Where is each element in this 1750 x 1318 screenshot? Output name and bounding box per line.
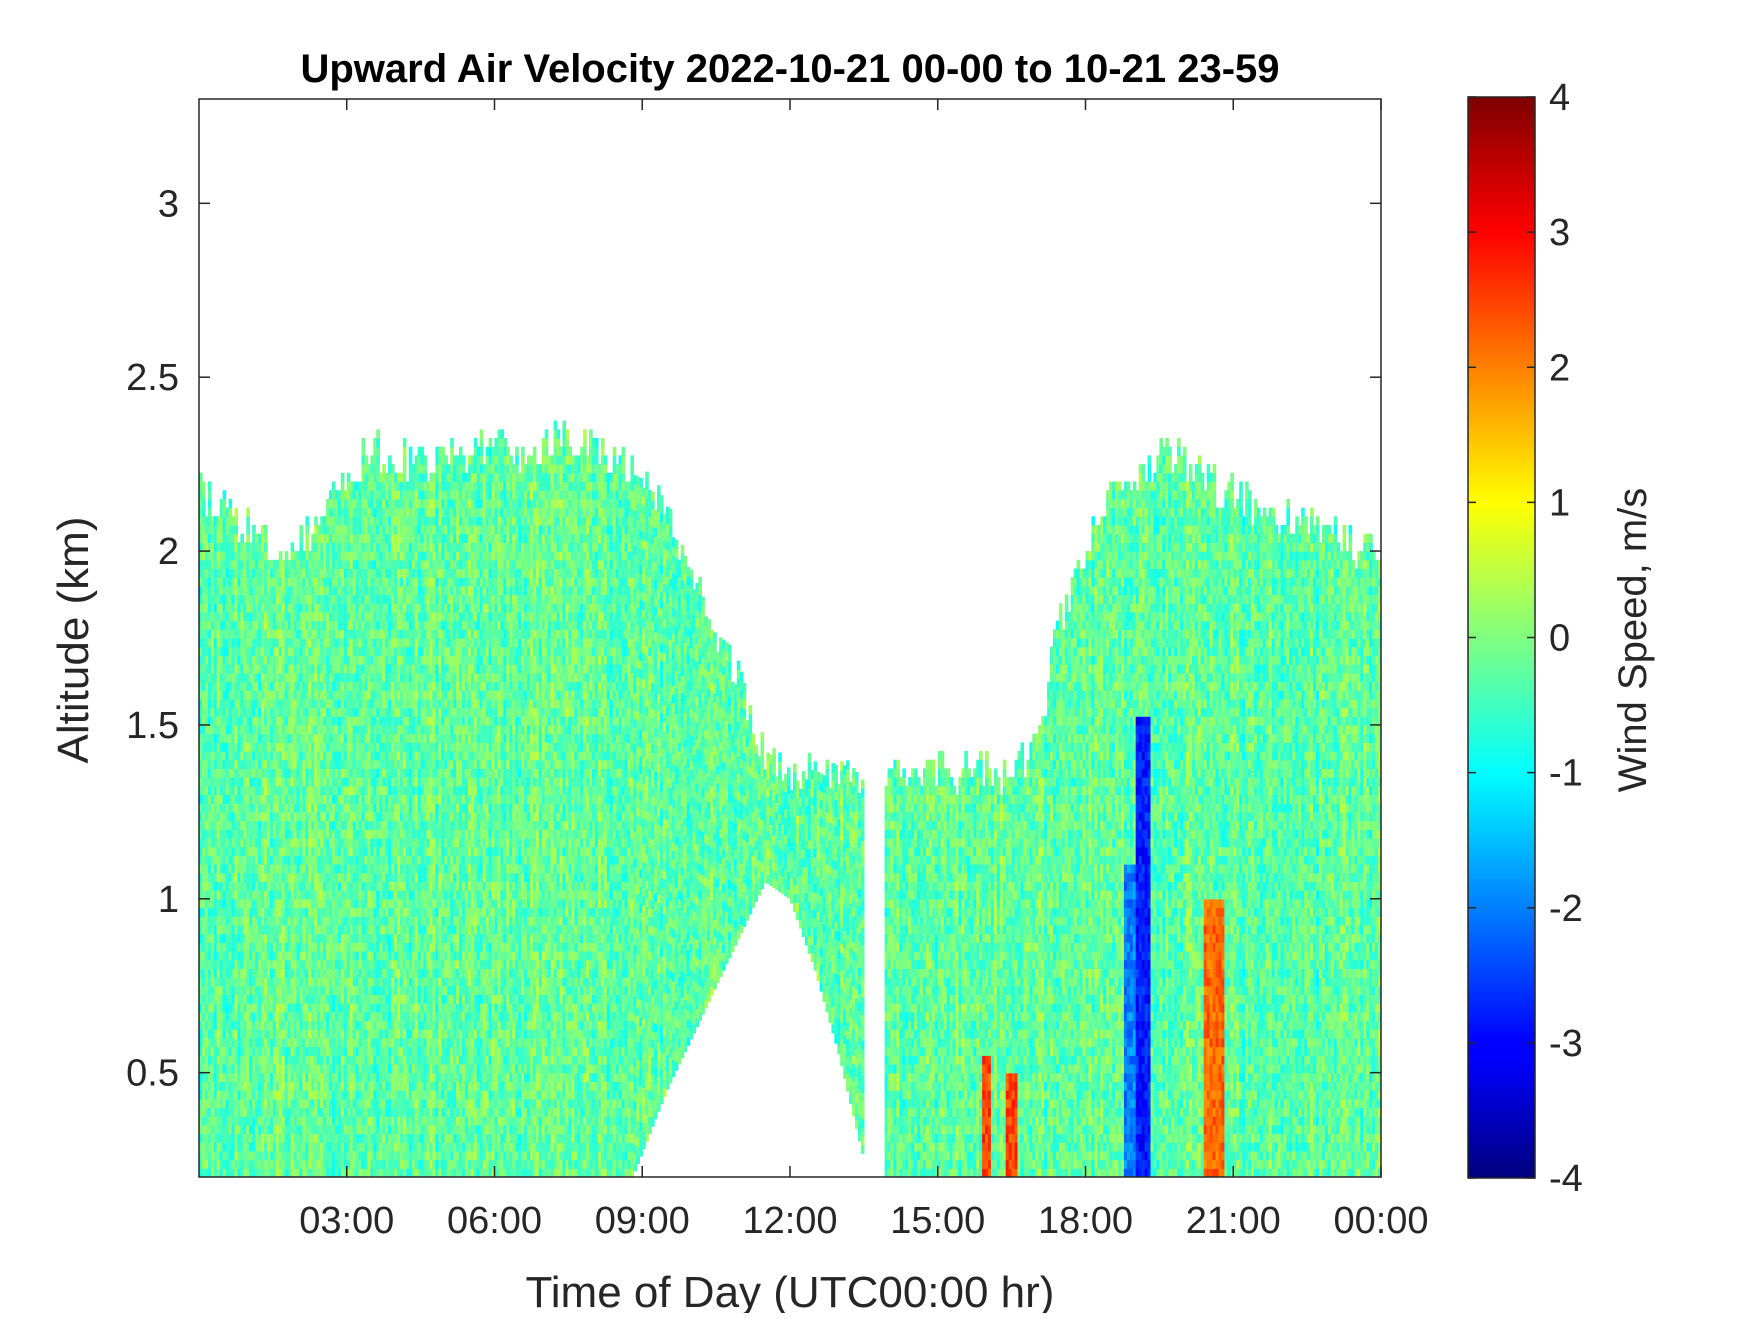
heatmap-cell [314,516,318,525]
heatmap-cell [246,508,250,517]
heatmap-cell [202,508,206,517]
heatmap-cell [362,447,366,456]
heatmap-cell [376,447,380,456]
heatmap-cell [208,482,212,491]
heatmap-cell [235,516,239,525]
heatmap-cell [362,438,366,447]
heatmap-cell [376,438,380,447]
heatmap-cell [305,525,309,534]
heatmap-cell [208,490,212,499]
heatmap-cell [229,508,233,517]
heatmap-cell [223,490,227,499]
heatmap-cell [300,525,304,534]
heatmap-cell [305,542,309,551]
heatmap-cell [341,473,345,482]
heatmap-cell [208,508,212,517]
heatmap-cell [341,482,345,491]
heatmap-cell [279,551,283,560]
heatmap-cell [246,525,250,534]
heatmap-cell [240,534,244,543]
heatmap-cell [252,525,256,534]
heatmap-cell [376,429,380,438]
chart-title: Upward Air Velocity 2022-10-21 00-00 to … [300,47,1279,91]
heatmap-cell [208,499,212,508]
heatmap-cell [235,508,239,517]
heatmap-cell [376,455,380,464]
heatmap-cell [300,542,304,551]
heatmap-cell [382,464,386,473]
heatmap-cell [202,490,206,499]
heatmap-cell [246,516,250,525]
heatmap-cell [332,482,336,491]
heatmap-cell [235,534,239,543]
heatmap-cell [305,516,309,525]
heatmap-cell [223,499,227,508]
heatmap-cell [305,534,309,543]
heatmap-cell [264,534,268,543]
heatmap-cell [376,464,380,473]
heatmap-cell [365,455,369,464]
heatmap-cell [235,525,239,534]
heatmap-cell [264,542,268,551]
heatmap-cell [246,534,250,543]
heatmap-cell [202,482,206,491]
heatmap-area [199,421,1385,1178]
heatmap-cell [264,525,268,534]
heatmap-cell [300,534,304,543]
heatmap-cell [347,473,351,482]
heatmap-cell [202,499,206,508]
heatmap-cell [285,551,289,560]
heatmap-cell [229,499,233,508]
heatmap-cell [291,542,295,551]
heatmap-cell [264,551,268,560]
